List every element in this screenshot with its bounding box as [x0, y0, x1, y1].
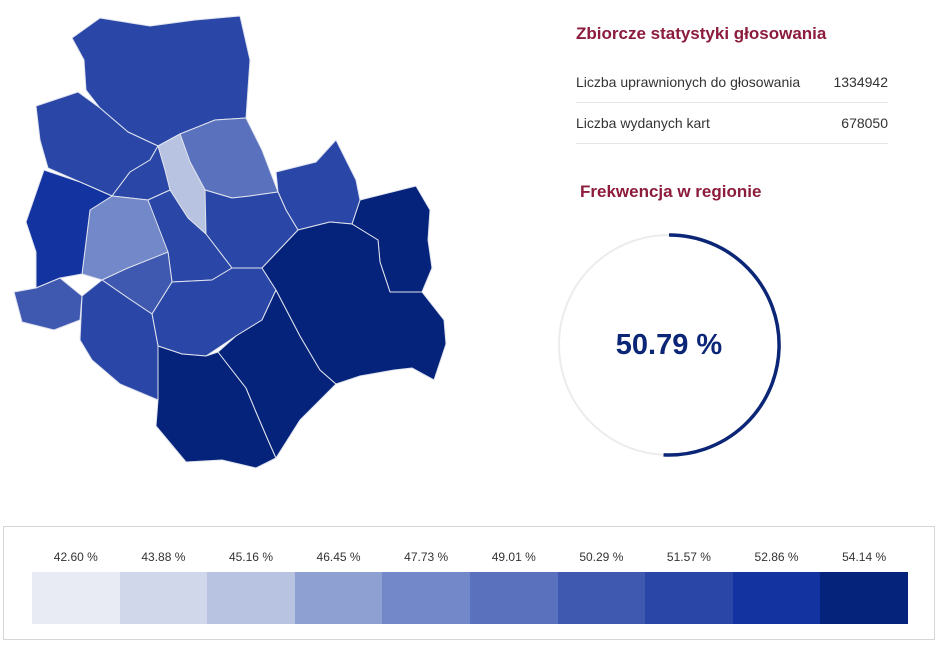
legend-swatch [32, 572, 120, 624]
legend-swatch [207, 572, 295, 624]
stats-title: Zbiorcze statystyki głosowania [576, 24, 827, 43]
legend-swatches [32, 572, 908, 624]
turnout-gauge [558, 233, 781, 457]
turnout-value: 50.79 % [615, 328, 723, 361]
summary-stats: Zbiorcze statystyki głosowania Liczba up… [576, 18, 888, 144]
legend-swatch [557, 572, 646, 624]
map-district[interactable] [25, 169, 113, 289]
legend-label: 50.29 % [579, 550, 624, 564]
stat-row-issued-ballots: Liczba wydanych kart 678050 [576, 103, 888, 144]
legend-label: 45.16 % [228, 550, 273, 564]
legend-swatch [645, 572, 733, 624]
legend-label: 54.14 % [842, 550, 887, 564]
legend-label: 52.86 % [754, 550, 799, 564]
legend-label: 51.57 % [666, 550, 711, 564]
stat-row-eligible-voters: Liczba uprawnionych do głosowania 133494… [576, 62, 888, 103]
map-district[interactable] [13, 277, 83, 331]
legend-swatch [382, 572, 470, 624]
legend-label: 47.73 % [404, 550, 449, 564]
stat-value: 1334942 [833, 74, 888, 90]
stat-label: Liczba uprawnionych do głosowania [576, 74, 801, 90]
stat-label: Liczba wydanych kart [576, 115, 710, 131]
legend-label: 46.45 % [316, 550, 361, 564]
legend-swatch [820, 572, 908, 624]
legend-label: 43.88 % [141, 550, 186, 564]
turnout-title: Frekwencja w regionie [580, 182, 762, 201]
legend-swatch [732, 572, 821, 624]
district-map [13, 15, 447, 469]
legend-swatch [294, 572, 383, 624]
stat-value: 678050 [841, 115, 888, 131]
color-legend: 42.60 % 43.88 % 45.16 % 46.45 % 47.73 % … [3, 526, 935, 640]
map-district[interactable] [217, 289, 337, 459]
gauge-arc [663, 233, 781, 457]
map-district[interactable] [261, 221, 447, 385]
legend-label: 49.01 % [491, 550, 536, 564]
legend-label: 42.60 % [53, 550, 98, 564]
legend-swatch [469, 572, 558, 624]
legend-swatch [119, 572, 208, 624]
legend-labels: 42.60 % 43.88 % 45.16 % 46.45 % 47.73 % … [32, 550, 908, 564]
